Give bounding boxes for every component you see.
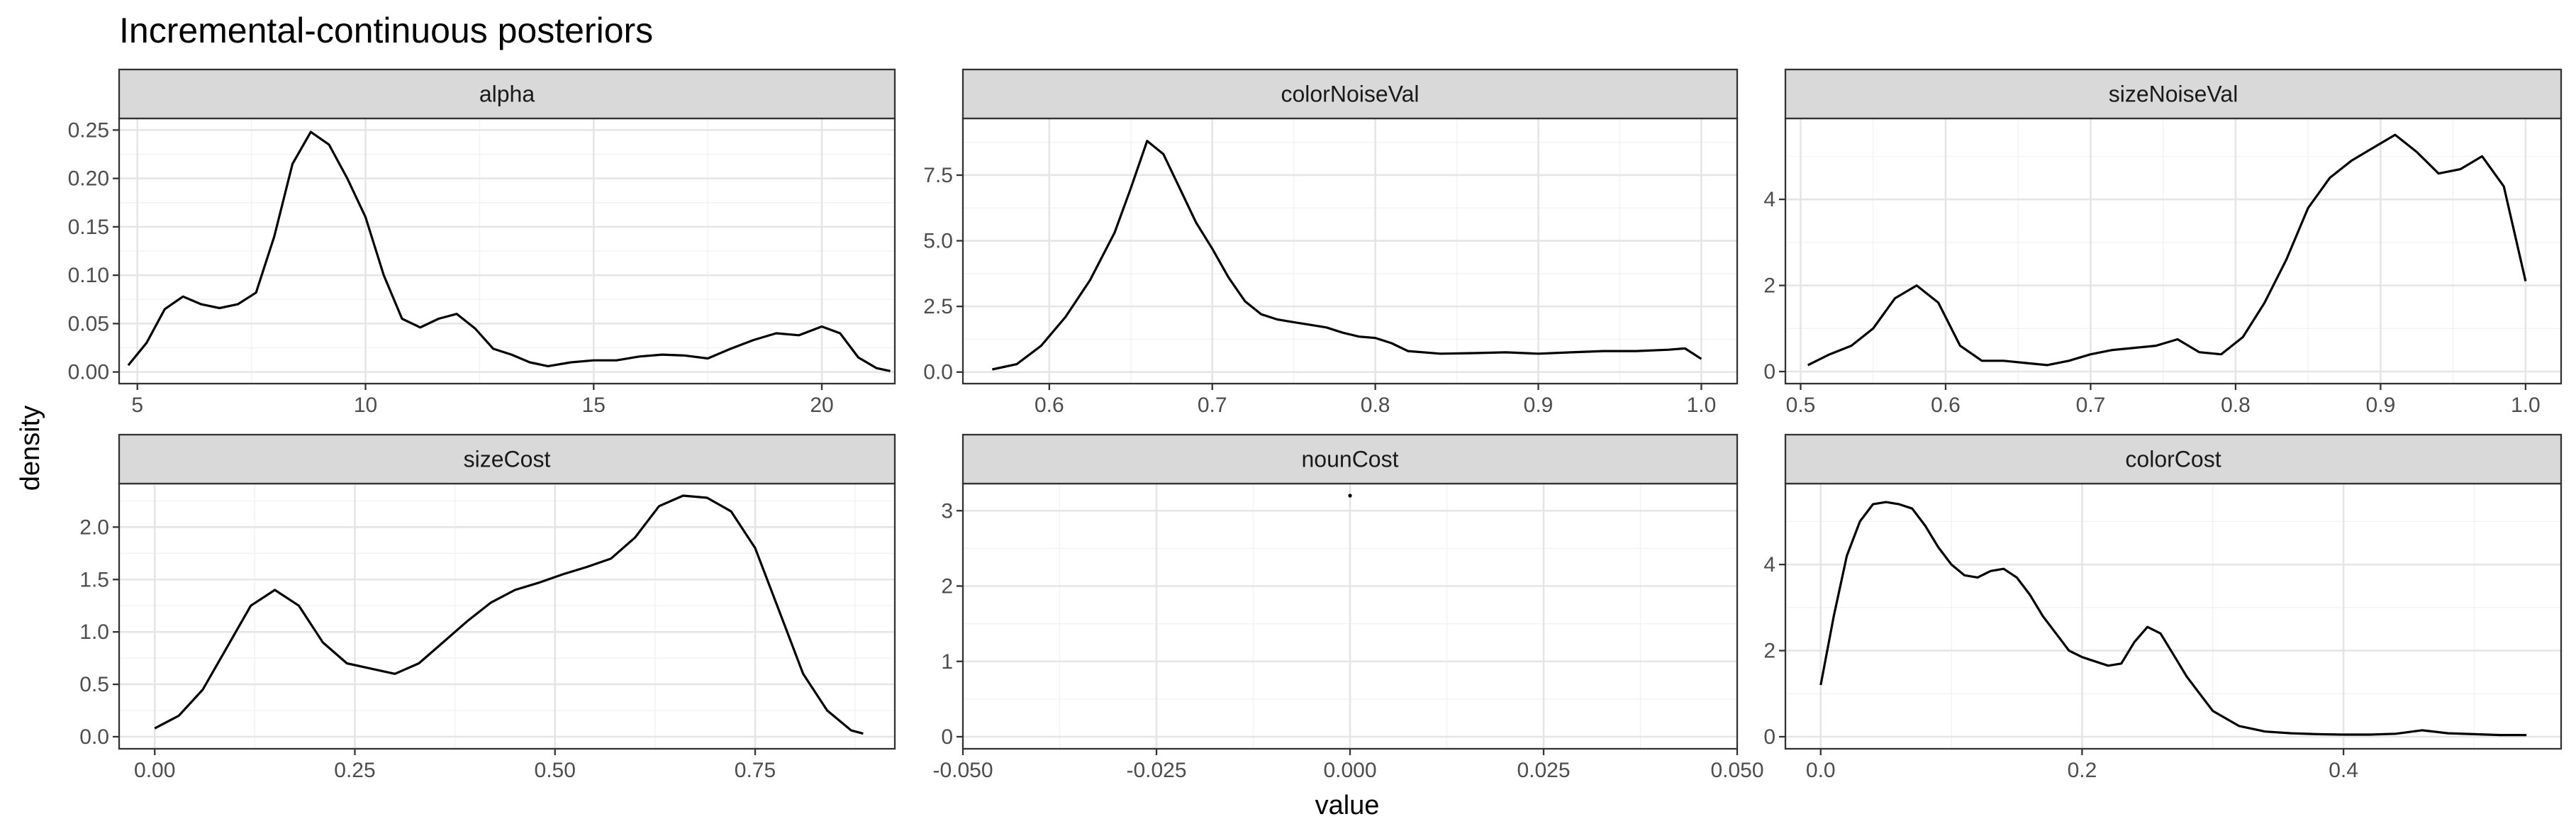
facet-strip-label: nounCost — [1302, 447, 1399, 472]
x-tick-label: 15 — [582, 394, 606, 417]
y-tick-label: 0 — [1763, 725, 1775, 749]
density-curve-colorNoiseVal — [992, 140, 1702, 371]
facet-strip-label: sizeCost — [464, 447, 551, 472]
x-tick-label: 0.8 — [1361, 394, 1390, 417]
y-tick-label: 0.10 — [68, 264, 109, 287]
facet-sizeCost: sizeCost 0.00 0.25 0.50 0.75 0.0 0.5 1.0 1.5 2.0 — [79, 433, 896, 782]
x-tick-label: 1.0 — [2511, 394, 2541, 417]
panel-background — [1785, 484, 2561, 749]
facet-strip-label: alpha — [479, 82, 535, 107]
facet-strip — [961, 68, 1739, 120]
x-tick-label: 5 — [131, 394, 143, 417]
facet-strip-label: colorNoiseVal — [1281, 82, 1419, 107]
y-tick-label: 1.0 — [79, 620, 109, 644]
panel-background — [119, 484, 895, 749]
density-curve-alpha — [127, 130, 891, 372]
x-tick-label: 0.2 — [2068, 759, 2097, 782]
panel-background — [1785, 118, 2561, 384]
facet-strip — [961, 433, 1739, 485]
facet-strip — [1784, 68, 2563, 120]
x-tick-label: 0.5 — [1786, 394, 1816, 417]
y-tick-label: 0.0 — [923, 361, 953, 384]
density-curve-sizeNoiseVal — [1807, 133, 2527, 367]
plot-title: Incremental-continuous posteriors — [119, 11, 653, 50]
x-tick-label: 0.025 — [1517, 759, 1570, 782]
x-tick-label: 10 — [354, 394, 377, 417]
y-tick-label: 4 — [1763, 553, 1775, 576]
x-tick-label: 0.50 — [535, 759, 576, 782]
x-tick-label: 1.0 — [1687, 394, 1717, 417]
panel-background — [963, 118, 1737, 384]
x-tick-label: 0.00 — [134, 759, 175, 782]
facet-colorNoiseVal: colorNoiseVal 0.6 0.7 0.8 0.9 1.0 0.0 2.5 5.0 7.5 — [923, 68, 1739, 417]
y-tick-label: 0 — [941, 725, 953, 749]
x-tick-label: -0.025 — [1126, 759, 1186, 782]
x-tick-label: 0.6 — [1035, 394, 1064, 417]
y-tick-label: 0.5 — [79, 673, 109, 696]
y-tick-label: 0.00 — [68, 361, 109, 384]
y-tick-label: 0 — [1763, 360, 1775, 384]
y-tick-label: 2 — [1763, 640, 1775, 663]
x-tick-label: 0.7 — [2076, 394, 2106, 417]
x-axis-title: value — [1315, 791, 1380, 820]
x-tick-label: 0.9 — [1524, 394, 1554, 417]
facet-strip — [118, 433, 896, 485]
x-tick-label: 0.4 — [2329, 759, 2358, 782]
x-tick-label: 0.000 — [1323, 759, 1376, 782]
y-tick-label: 2.0 — [79, 515, 109, 539]
facet-strip-label: sizeNoiseVal — [2109, 82, 2238, 107]
facet-sizeNoiseVal: sizeNoiseVal 0.5 0.6 0.7 0.8 0.9 1.0 0 2 4 — [1763, 68, 2563, 417]
x-tick-label: 20 — [810, 394, 833, 417]
density-curve-colorCost — [1819, 501, 2527, 737]
facet-strip-label: colorCost — [2125, 447, 2221, 472]
y-tick-label: 0.05 — [68, 312, 109, 335]
x-tick-label: 0.0 — [1806, 759, 1836, 782]
density-point-nounCost — [1348, 494, 1352, 498]
facet-strip — [118, 68, 896, 120]
x-tick-label: 0.6 — [1931, 394, 1961, 417]
y-tick-label: 2 — [941, 575, 953, 598]
y-tick-label: 2.5 — [923, 295, 953, 318]
x-tick-label: 0.25 — [334, 759, 375, 782]
facet-alpha: alpha 5 10 15 20 0.00 0.05 0.10 0.15 0.20 0.25 — [68, 68, 896, 417]
y-axis-title: density — [16, 406, 45, 491]
y-tick-label: 4 — [1763, 188, 1775, 211]
x-tick-label: 0.75 — [735, 759, 776, 782]
facet-colorCost: colorCost 0.0 0.2 0.4 0 2 4 — [1763, 433, 2563, 782]
y-tick-label: 0.0 — [79, 725, 109, 749]
y-tick-label: 7.5 — [923, 164, 953, 187]
y-tick-label: 2 — [1763, 274, 1775, 298]
x-tick-label: -0.050 — [932, 759, 993, 782]
density-curve-sizeCost — [154, 494, 864, 735]
y-tick-label: 5.0 — [923, 230, 953, 253]
x-tick-label: 0.050 — [1710, 759, 1763, 782]
x-tick-label: 0.8 — [2221, 394, 2251, 417]
y-tick-label: 0.25 — [68, 118, 109, 142]
x-tick-label: 0.7 — [1198, 394, 1227, 417]
y-tick-label: 3 — [941, 499, 953, 523]
y-tick-label: 0.20 — [68, 167, 109, 191]
x-tick-label: 0.9 — [2366, 394, 2396, 417]
y-tick-label: 0.15 — [68, 216, 109, 239]
facet-nounCost: nounCost -0.050 -0.025 0.000 0.025 0.050 0 1 2 3 — [932, 433, 1764, 782]
y-tick-label: 1 — [941, 650, 953, 674]
facet-strip — [1784, 433, 2563, 485]
y-tick-label: 1.5 — [79, 568, 109, 591]
